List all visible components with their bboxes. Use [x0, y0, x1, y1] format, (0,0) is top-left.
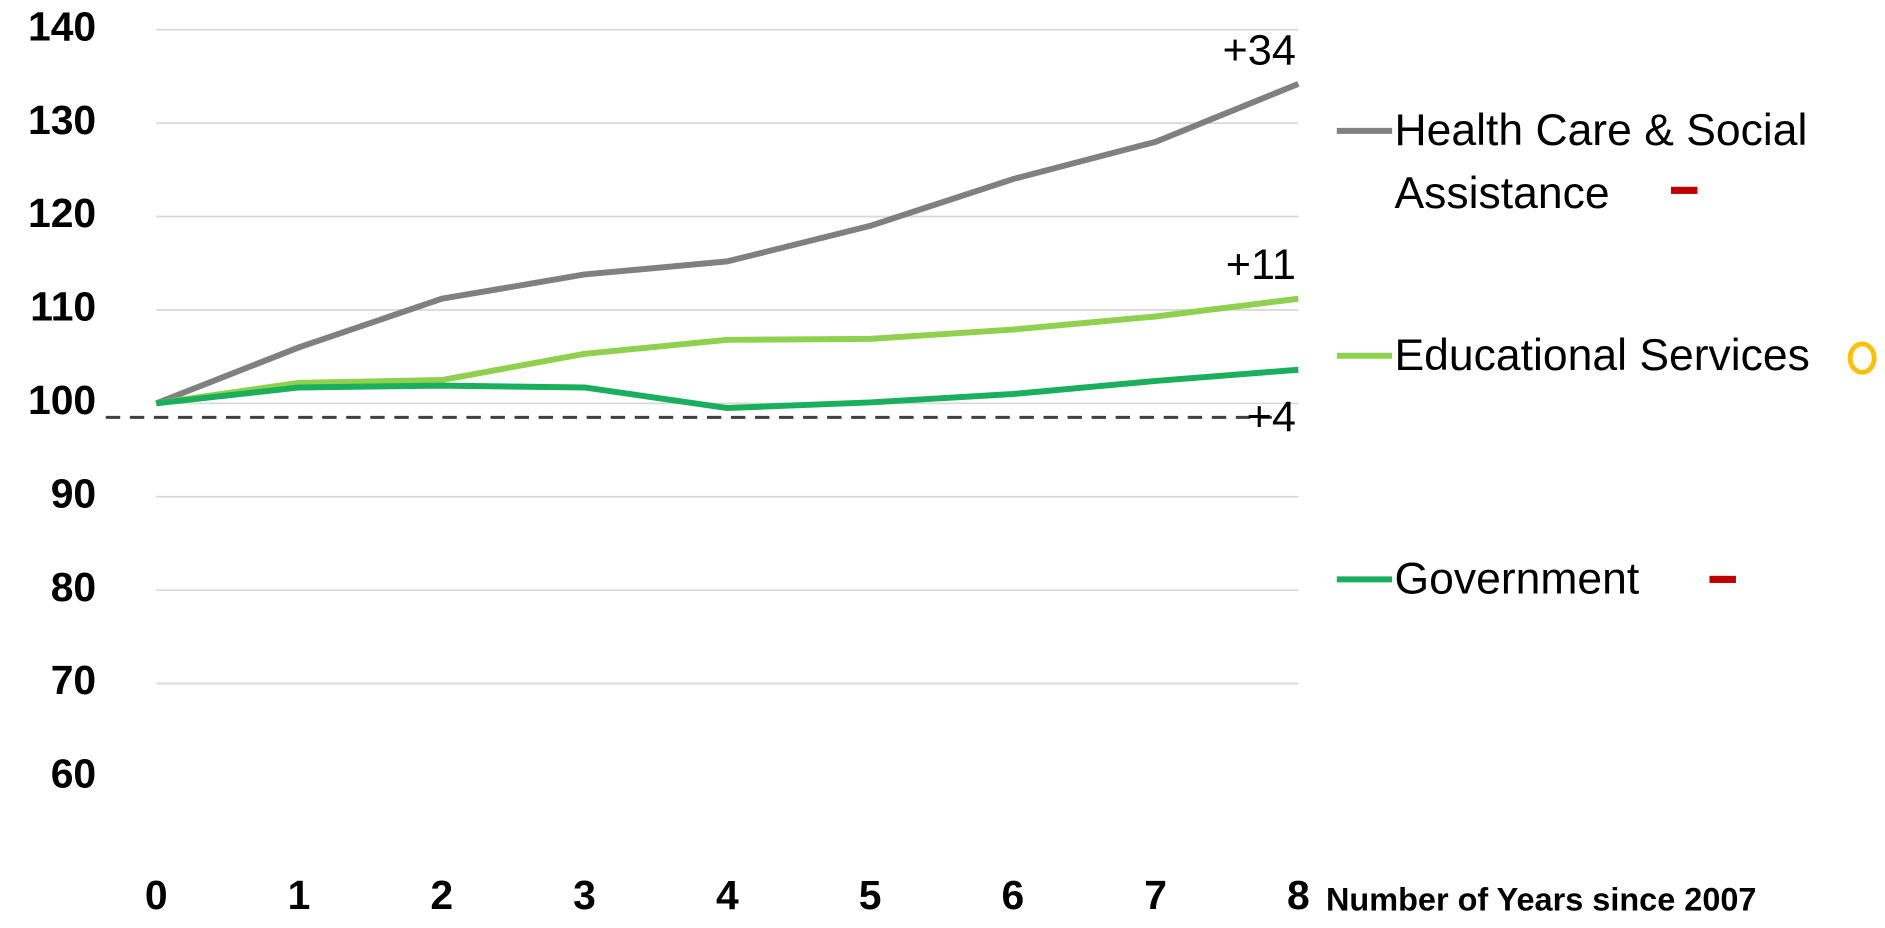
x-tick-label: 1 [288, 872, 311, 918]
y-tick-label: 80 [51, 564, 96, 610]
annotation: +11 [1226, 241, 1296, 289]
status-icon [1847, 341, 1877, 375]
legend-entry: Educational Services [1394, 330, 1810, 380]
series-line [155, 366, 1299, 411]
y-tick-label: 110 [30, 284, 96, 330]
annotation: +34 [1223, 26, 1296, 74]
x-tick-label: 5 [859, 872, 882, 918]
x-tick-label: 2 [430, 872, 453, 918]
series-line [155, 81, 1300, 407]
y-tick-label: 140 [28, 4, 96, 50]
x-tick-label: 0 [145, 872, 168, 918]
legend-label: Health Care & Social Assistance [1394, 105, 1808, 218]
x-tick-label: 6 [1001, 872, 1024, 918]
x-tick-label: 3 [573, 872, 596, 918]
y-tick-label: 130 [28, 97, 96, 143]
y-tick-label: 90 [51, 471, 96, 517]
y-tick-label: 120 [28, 190, 96, 236]
legend-entry: Government [1394, 554, 1640, 604]
series-line [155, 295, 1299, 407]
y-tick-label: 100 [28, 377, 96, 423]
status-icon [1709, 575, 1736, 583]
legend-entry: Health Care & Social Assistance [1394, 105, 1808, 218]
status-icon [1671, 186, 1698, 194]
x-axis-label: Number of Years since 2007 [1326, 881, 1756, 917]
x-tick-label: 7 [1144, 872, 1167, 918]
legend-label: Government [1394, 554, 1640, 604]
annotation: +4 [1247, 393, 1296, 441]
legend-label: Educational Services [1394, 330, 1810, 380]
y-tick-label: 60 [51, 751, 96, 797]
x-tick-label: 4 [716, 872, 739, 918]
x-tick-label: 8 [1287, 872, 1310, 918]
y-tick-label: 70 [51, 657, 96, 703]
